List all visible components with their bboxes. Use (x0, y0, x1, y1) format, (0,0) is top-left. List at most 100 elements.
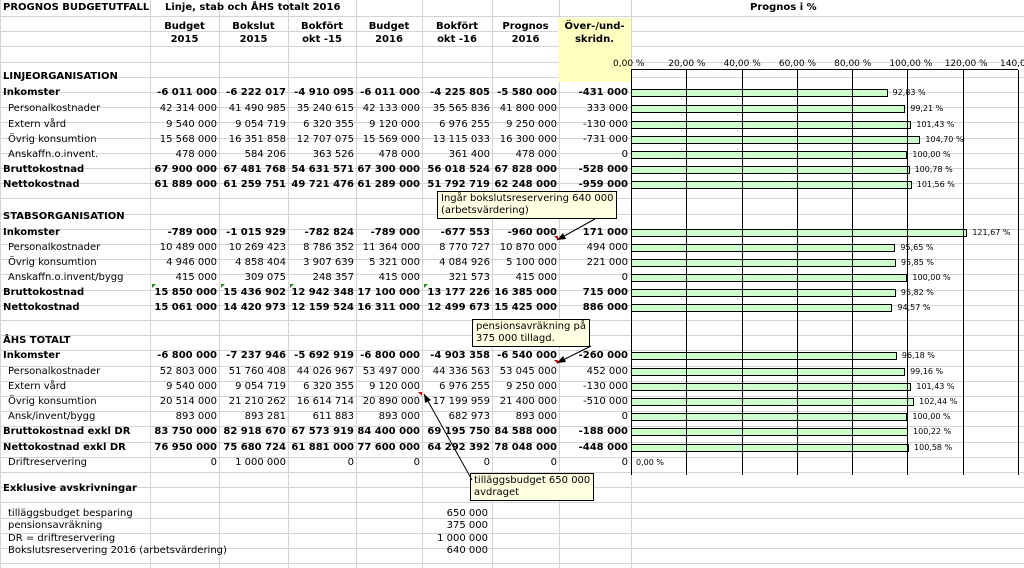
value-cell[interactable]: 494 000 (586, 242, 628, 253)
column-header[interactable]: Bokslut 2015 (219, 20, 288, 48)
value-cell[interactable]: 56 018 524 (427, 164, 490, 175)
value-cell[interactable]: 61 889 000 (154, 179, 217, 190)
value-cell[interactable]: 171 000 (582, 227, 628, 238)
value-cell[interactable]: 13 177 226 (427, 287, 490, 298)
value-cell[interactable]: 248 357 (312, 272, 354, 283)
value-cell[interactable]: 333 000 (586, 103, 628, 114)
value-cell[interactable]: 221 000 (586, 257, 628, 268)
value-cell[interactable]: -6 011 000 (157, 87, 217, 98)
value-cell[interactable]: 15 568 000 (159, 134, 217, 145)
value-cell[interactable]: 77 600 000 (357, 442, 420, 453)
value-cell[interactable]: 363 526 (312, 149, 354, 160)
value-cell[interactable]: 15 425 000 (494, 302, 557, 313)
value-cell[interactable]: 611 883 (312, 411, 354, 422)
value-cell[interactable]: -510 000 (583, 396, 628, 407)
value-cell[interactable]: 13 115 033 (432, 134, 490, 145)
value-cell[interactable]: 16 300 000 (499, 134, 557, 145)
value-cell[interactable]: 53 045 000 (499, 366, 557, 377)
value-cell[interactable]: 886 000 (582, 302, 628, 313)
value-cell[interactable]: 14 420 973 (223, 302, 286, 313)
value-cell[interactable]: 64 292 392 (427, 442, 490, 453)
value-cell[interactable]: -4 225 805 (430, 87, 490, 98)
value-cell[interactable]: 62 248 000 (494, 179, 557, 190)
value-cell[interactable]: 6 320 355 (303, 381, 354, 392)
value-cell[interactable]: 75 680 724 (223, 442, 286, 453)
value-cell[interactable]: 42 133 000 (362, 103, 420, 114)
value-cell[interactable]: -130 000 (583, 381, 628, 392)
value-cell[interactable]: -7 237 946 (226, 350, 286, 361)
value-cell[interactable]: 1 000 000 (235, 457, 286, 468)
value-cell[interactable]: 9 054 719 (235, 119, 286, 130)
column-header[interactable]: Bokfört okt -16 (422, 20, 492, 48)
value-cell[interactable]: 12 159 524 (291, 302, 354, 313)
value-cell[interactable]: 67 300 000 (357, 164, 420, 175)
value-cell[interactable]: 53 497 000 (362, 366, 420, 377)
value-cell[interactable]: 78 048 000 (494, 442, 557, 453)
value-cell[interactable]: 0 (550, 457, 557, 468)
value-cell[interactable]: -677 553 (440, 227, 490, 238)
value-cell[interactable]: -5 692 919 (294, 350, 354, 361)
value-cell[interactable]: -5 580 000 (497, 87, 557, 98)
value-cell[interactable]: 61 289 000 (357, 179, 420, 190)
value-cell[interactable]: 16 311 000 (357, 302, 420, 313)
exklusive-value[interactable]: 375 000 (446, 520, 488, 532)
value-cell[interactable]: -731 000 (583, 134, 628, 145)
value-cell[interactable]: 82 918 670 (223, 426, 286, 437)
value-cell[interactable]: -6 800 000 (157, 350, 217, 361)
value-cell[interactable]: -782 824 (304, 227, 354, 238)
value-cell[interactable]: 61 881 000 (291, 442, 354, 453)
value-cell[interactable]: 10 489 000 (159, 242, 217, 253)
value-cell[interactable]: 41 800 000 (499, 103, 557, 114)
value-cell[interactable]: -6 800 000 (360, 350, 420, 361)
cell-comment-tillaggsbudget[interactable]: tilläggsbudget 650 000 avdraget (470, 473, 595, 501)
value-cell[interactable]: 0 (621, 149, 628, 160)
value-cell[interactable]: 9 120 000 (369, 381, 420, 392)
value-cell[interactable]: 83 750 000 (154, 426, 217, 437)
value-cell[interactable]: 61 259 751 (223, 179, 286, 190)
value-cell[interactable]: 76 950 000 (154, 442, 217, 453)
value-cell[interactable]: 478 000 (378, 149, 420, 160)
value-cell[interactable]: 16 385 000 (494, 287, 557, 298)
value-cell[interactable]: 12 707 075 (296, 134, 354, 145)
value-cell[interactable]: 682 973 (448, 411, 490, 422)
exklusive-value[interactable]: 650 000 (446, 508, 488, 519)
value-cell[interactable]: 20 890 000 (362, 396, 420, 407)
value-cell[interactable]: -188 000 (578, 426, 628, 437)
value-cell[interactable]: -6 222 017 (226, 87, 286, 98)
value-cell[interactable]: 67 828 000 (494, 164, 557, 175)
value-cell[interactable]: 21 210 262 (228, 396, 286, 407)
value-cell[interactable]: -789 000 (370, 227, 420, 238)
value-cell[interactable]: 0 (621, 411, 628, 422)
value-cell[interactable]: 8 786 352 (303, 242, 354, 253)
value-cell[interactable]: 67 900 000 (154, 164, 217, 175)
column-header[interactable]: Prognos 2016 (492, 20, 559, 48)
value-cell[interactable]: 478 000 (515, 149, 557, 160)
value-cell[interactable]: 893 281 (244, 411, 286, 422)
value-cell[interactable]: 0 (210, 457, 217, 468)
value-cell[interactable]: 49 721 476 (291, 179, 354, 190)
value-cell[interactable]: 9 250 000 (506, 119, 557, 130)
value-cell[interactable]: 584 206 (244, 149, 286, 160)
value-cell[interactable]: 8 770 727 (439, 242, 490, 253)
column-header[interactable]: Budget 2016 (356, 20, 422, 48)
value-cell[interactable]: 9 540 000 (166, 119, 217, 130)
value-cell[interactable]: 5 321 000 (369, 257, 420, 268)
value-cell[interactable]: 9 120 000 (369, 119, 420, 130)
value-cell[interactable]: 6 320 355 (303, 119, 354, 130)
value-cell[interactable]: -260 000 (578, 350, 628, 361)
value-cell[interactable]: 0 (347, 457, 354, 468)
value-cell[interactable]: 6 976 255 (439, 119, 490, 130)
value-cell[interactable]: 54 631 571 (291, 164, 354, 175)
value-cell[interactable]: 17 199 959 (432, 396, 490, 407)
value-cell[interactable]: 21 400 000 (499, 396, 557, 407)
value-cell[interactable]: -6 540 000 (497, 350, 557, 361)
value-cell[interactable]: 0 (413, 457, 420, 468)
value-cell[interactable]: 42 314 000 (159, 103, 217, 114)
value-cell[interactable]: 4 858 404 (235, 257, 286, 268)
value-cell[interactable]: 478 000 (175, 149, 217, 160)
value-cell[interactable]: -130 000 (583, 119, 628, 130)
value-cell[interactable]: 84 400 000 (357, 426, 420, 437)
value-cell[interactable]: 9 540 000 (166, 381, 217, 392)
exklusive-value[interactable]: 640 000 (446, 544, 488, 556)
value-cell[interactable]: 11 364 000 (362, 242, 420, 253)
